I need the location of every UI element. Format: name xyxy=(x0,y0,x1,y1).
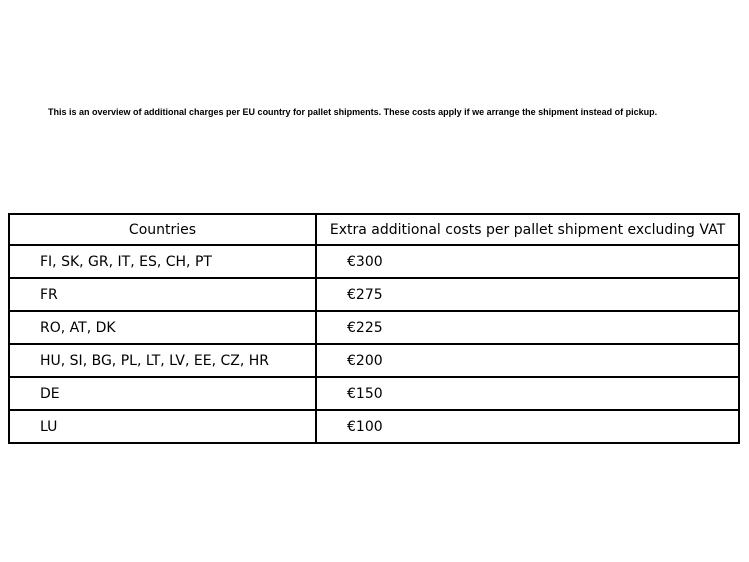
cost-cell: €100 xyxy=(315,409,740,444)
charges-table: Countries Extra additional costs per pal… xyxy=(8,213,740,444)
cost-cell: €200 xyxy=(315,343,740,378)
countries-cell: FI, SK, GR, IT, ES, CH, PT xyxy=(8,244,317,279)
costs-header: Extra additional costs per pallet shipme… xyxy=(315,213,740,246)
countries-cell: HU, SI, BG, PL, LT, LV, EE, CZ, HR xyxy=(8,343,317,378)
table-row: DE €150 xyxy=(8,376,740,411)
table-row: HU, SI, BG, PL, LT, LV, EE, CZ, HR €200 xyxy=(8,343,740,378)
table-header-row: Countries Extra additional costs per pal… xyxy=(8,213,740,246)
countries-cell: DE xyxy=(8,376,317,411)
table-row: FR €275 xyxy=(8,277,740,312)
table-row: FI, SK, GR, IT, ES, CH, PT €300 xyxy=(8,244,740,279)
cost-cell: €225 xyxy=(315,310,740,345)
countries-cell: LU xyxy=(8,409,317,444)
cost-cell: €275 xyxy=(315,277,740,312)
cost-cell: €150 xyxy=(315,376,740,411)
countries-cell: FR xyxy=(8,277,317,312)
countries-header: Countries xyxy=(8,213,317,246)
table-row: RO, AT, DK €225 xyxy=(8,310,740,345)
cost-cell: €300 xyxy=(315,244,740,279)
countries-cell: RO, AT, DK xyxy=(8,310,317,345)
table-row: LU €100 xyxy=(8,409,740,444)
intro-text: This is an overview of additional charge… xyxy=(48,107,658,117)
